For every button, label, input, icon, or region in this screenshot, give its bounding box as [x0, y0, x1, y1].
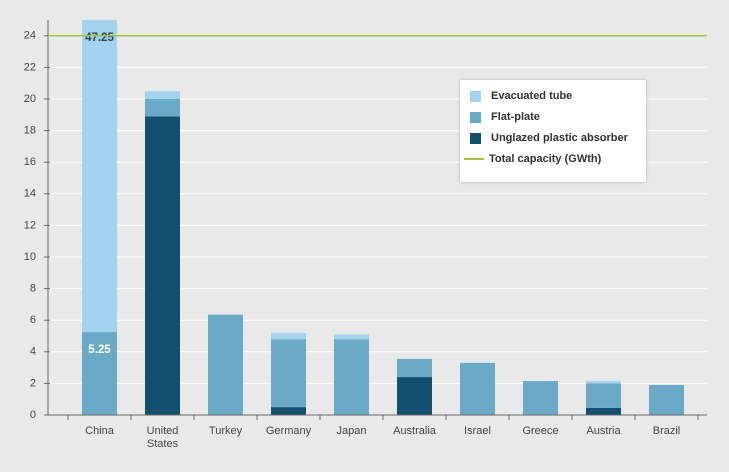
legend-item: Evacuated tube	[470, 90, 572, 102]
x-tick-label: Greece	[522, 425, 559, 437]
x-tick-label: Turkey	[208, 425, 243, 437]
y-tick-label: 0	[30, 409, 36, 421]
bar-segment	[460, 362, 495, 415]
y-tick-label: 8	[30, 283, 36, 295]
legend-label: Total capacity (GWth)	[489, 153, 602, 165]
x-tick-label: Germany	[265, 425, 312, 437]
y-tick-label: 22	[24, 61, 36, 73]
x-tick-label: Austria	[586, 425, 621, 437]
x-tick-label: United States	[146, 425, 179, 450]
bar-segment	[586, 407, 621, 415]
legend-label: Unglazed plastic absorber	[491, 132, 628, 144]
bar-segment	[82, 20, 117, 333]
y-tick-label: 2	[30, 377, 36, 389]
legend-label: Flat-plate	[491, 111, 540, 123]
y-tick-label: 12	[24, 219, 36, 231]
y-tick-label: 20	[24, 93, 36, 105]
bar-segment	[145, 116, 180, 415]
y-tick-label: 4	[30, 346, 36, 358]
legend-swatch	[470, 111, 481, 123]
y-tick-label: 14	[24, 188, 36, 200]
bar-segment	[145, 99, 180, 117]
y-tick-label: 18	[24, 125, 36, 137]
bar-segment	[208, 314, 243, 415]
y-tick-label: 24	[24, 30, 36, 42]
legend-swatch	[470, 132, 481, 144]
legend-label: Evacuated tube	[491, 90, 573, 102]
bar-segment	[145, 91, 180, 99]
data-label: 47.25	[85, 32, 114, 44]
y-tick-label: 10	[24, 251, 36, 263]
x-tick-label: Israel	[464, 425, 491, 437]
bar-segment	[649, 384, 684, 415]
bar-segment	[271, 339, 306, 408]
x-tick-label: Japan	[336, 425, 367, 437]
y-tick-label: 6	[30, 314, 36, 326]
bar-segment	[586, 383, 621, 408]
y-tick-label: 16	[24, 156, 36, 168]
x-tick-label: Australia	[393, 425, 436, 437]
bar-segment	[334, 339, 369, 415]
data-label: 5.25	[88, 344, 111, 356]
bar-segment	[82, 332, 117, 415]
legend-item: Unglazed plastic absorber	[470, 132, 628, 144]
bar-segment	[271, 407, 306, 415]
bar-segment	[397, 377, 432, 415]
legend-line	[464, 158, 484, 160]
bar-segment	[523, 381, 558, 415]
bar-segment	[586, 381, 621, 384]
x-tick-label: Brazil	[652, 425, 681, 437]
legend: Evacuated tube Flat-plate Unglazed plastic…	[460, 80, 646, 182]
legend-item: Total capacity (GWth)	[464, 153, 601, 165]
bar-segment	[271, 332, 306, 340]
bar-segment	[397, 358, 432, 378]
x-tick-label: China	[85, 425, 114, 437]
bar-segment	[334, 334, 369, 340]
legend-swatch	[470, 90, 481, 102]
legend-item: Flat-plate	[470, 111, 540, 123]
